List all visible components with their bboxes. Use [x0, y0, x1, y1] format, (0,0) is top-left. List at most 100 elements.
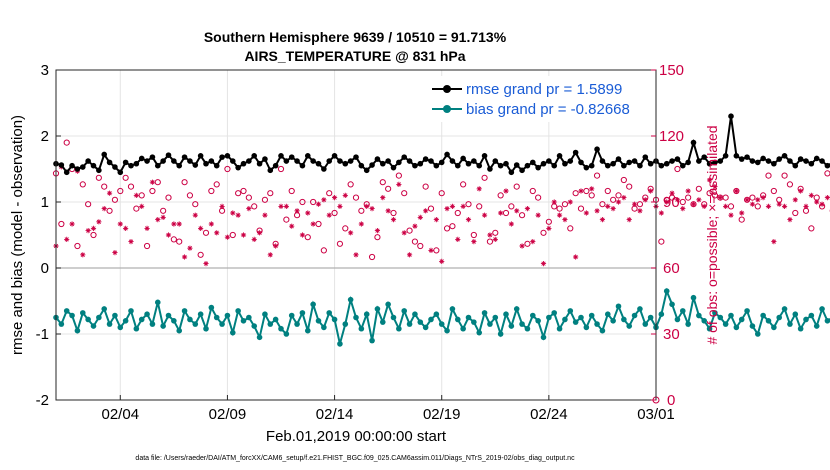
possible-obs-marker [626, 183, 633, 190]
bias-point [792, 311, 799, 318]
assimilated-obs-marker [556, 212, 563, 218]
possible-obs-marker [390, 209, 397, 217]
assimilated-obs-marker [160, 214, 166, 220]
possible-obs-marker [476, 203, 483, 210]
bias-point [208, 304, 215, 311]
rmse-point [235, 164, 241, 171]
assimilated-obs-marker [358, 221, 364, 227]
possible-obs-marker [95, 174, 102, 181]
rmse-point [722, 153, 729, 159]
assimilated-obs-marker [380, 195, 386, 201]
assimilated-obs-marker [390, 217, 397, 223]
bias-point [562, 316, 568, 323]
rmse-point [765, 158, 772, 164]
assimilated-obs-marker [374, 228, 381, 234]
assimilated-obs-marker [256, 230, 263, 236]
assimilated-obs-marker [219, 203, 225, 209]
bias-point [787, 321, 793, 327]
possible-obs-marker [685, 194, 692, 201]
bias-point [706, 325, 713, 332]
possible-obs-marker [111, 196, 119, 203]
possible-obs-marker [443, 225, 451, 232]
assimilated-obs-marker [524, 206, 531, 212]
assimilated-obs-marker [326, 212, 332, 218]
y-right-tick-label: 60 [663, 260, 680, 277]
possible-obs-marker [695, 185, 702, 192]
rmse-point [79, 164, 86, 170]
possible-obs-marker [240, 187, 247, 195]
rmse-point [192, 162, 199, 168]
possible-obs-marker [101, 183, 108, 190]
assimilated-obs-marker [792, 197, 798, 203]
assimilated-obs-marker [128, 239, 134, 245]
rmse-point [74, 166, 81, 172]
rmse-point [449, 158, 456, 164]
possible-obs-marker [470, 231, 477, 239]
rmse-point [712, 159, 718, 166]
bias-point [171, 318, 177, 324]
bias-point [578, 314, 584, 321]
rmse-point [663, 160, 670, 167]
rmse-point [679, 162, 686, 169]
possible-obs-marker [235, 190, 242, 197]
possible-obs-marker [299, 198, 306, 206]
rmse-point [637, 162, 643, 169]
assimilated-obs-marker [765, 203, 772, 209]
possible-obs-marker [197, 251, 204, 258]
assimilated-obs-marker [749, 201, 756, 207]
bias-point [513, 306, 520, 312]
rmse-point [706, 160, 713, 167]
bias-point [685, 321, 691, 327]
rmse-point [476, 162, 483, 169]
possible-obs-marker [74, 242, 81, 250]
assimilated-obs-marker [733, 188, 739, 194]
bias-point [181, 308, 188, 314]
possible-obs-marker [765, 172, 772, 179]
possible-obs-marker [454, 209, 461, 217]
rmse-point [819, 158, 825, 164]
data-layer [52, 113, 830, 404]
possible-obs-marker [63, 139, 70, 146]
rmse-point [438, 159, 445, 166]
assimilated-obs-marker [631, 201, 638, 207]
assimilated-obs-marker [535, 212, 541, 218]
rmse-point [374, 156, 381, 162]
possible-obs-marker [310, 198, 317, 206]
bias-point [187, 316, 193, 323]
assimilated-obs-marker [814, 199, 820, 205]
assimilated-obs-marker [117, 221, 123, 227]
rmse-point [358, 162, 365, 169]
assimilated-obs-marker [514, 208, 520, 214]
rmse-point [787, 158, 793, 164]
bias-point [63, 308, 70, 314]
bias-point [133, 325, 140, 332]
bias-point [556, 325, 563, 332]
rmse-point [58, 162, 65, 168]
bias-point [401, 308, 408, 314]
rmse-point [626, 159, 633, 166]
assimilated-obs-marker [787, 217, 793, 223]
assimilated-obs-marker [353, 252, 359, 258]
rmse-point [117, 169, 124, 176]
rmse-point [240, 160, 247, 167]
assimilated-obs-marker [165, 232, 172, 238]
rmse-point [176, 162, 183, 169]
bias-point [374, 306, 381, 312]
assimilated-obs-marker [498, 210, 504, 216]
bias-point [797, 325, 804, 332]
assimilated-obs-marker [396, 181, 402, 187]
bias-point [138, 316, 145, 323]
bias-point [642, 321, 649, 327]
possible-obs-marker [202, 229, 210, 236]
axes: -2 -1 0 1 2 3 0 30 60 90 120 150 02/04 02… [36, 62, 684, 423]
possible-obs-marker [90, 231, 97, 239]
rmse-point [824, 162, 830, 169]
legend-rmse-marker [443, 85, 451, 93]
possible-obs-marker [79, 181, 86, 188]
x-tick-label: 03/01 [637, 406, 675, 423]
possible-obs-marker [561, 201, 569, 208]
rmse-point [154, 162, 161, 169]
possible-obs-marker [540, 229, 547, 236]
y-axis-right-label: # of obs: o=possible; ×=assimilated [704, 125, 720, 344]
bias-point [594, 321, 600, 327]
